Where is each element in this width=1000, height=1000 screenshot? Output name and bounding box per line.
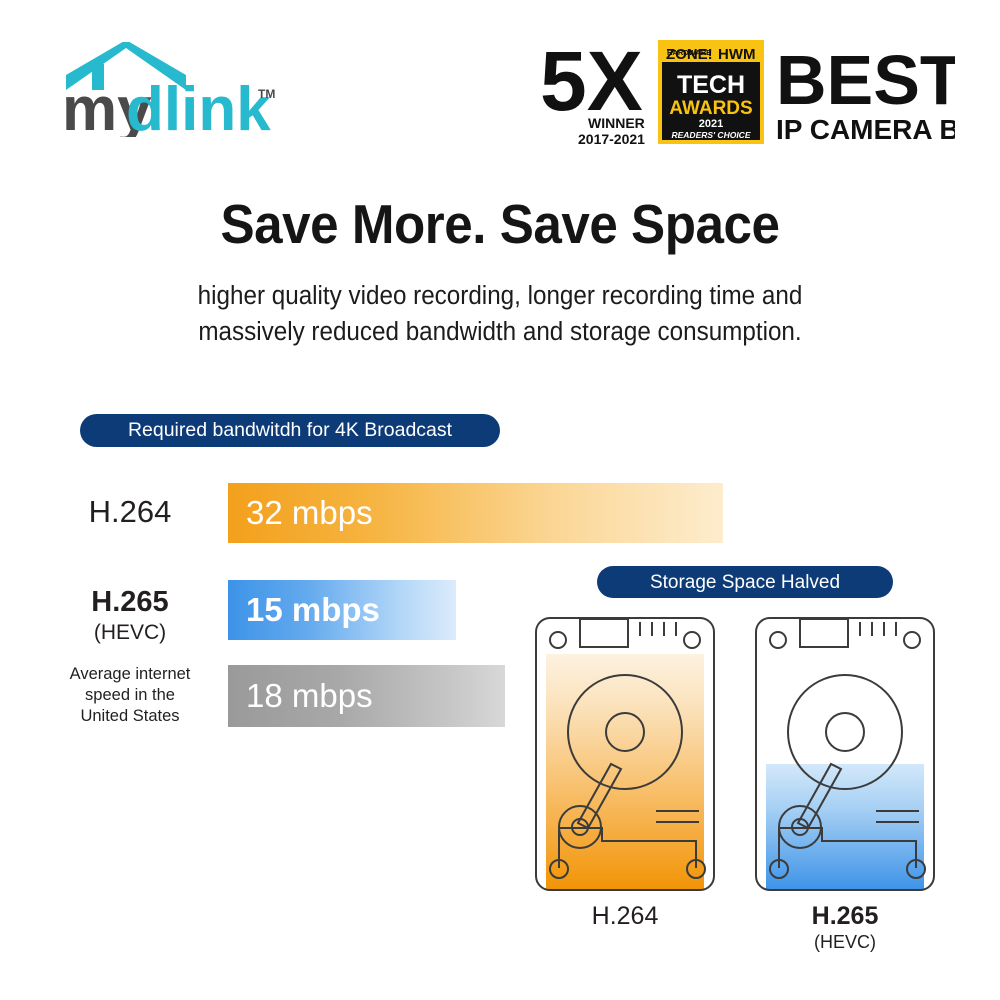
drive-actuator-arm-icon (796, 762, 843, 830)
drive-fill-h264 (546, 654, 704, 890)
award-year: 2021 (699, 118, 723, 130)
drive-top-rect (579, 618, 629, 648)
drive-detail-lines (656, 810, 699, 823)
drive-connector-pin-right (686, 859, 706, 879)
drive-caption-h264: H.264 (591, 902, 659, 930)
drive-connector-pin-left (769, 859, 789, 879)
bar-value-average: 18 mbps (246, 677, 373, 714)
drive-platter-icon (787, 674, 903, 790)
bar-category-label-h265-sub: (HEVC) (93, 621, 167, 645)
drive-caption-h265: H.265 (HEVC) (755, 901, 935, 954)
mounting-hole-left-icon (549, 631, 567, 649)
bar-category-label-h264: H.264 (88, 494, 172, 529)
page-subtitle-line-2: massively reduced bandwidth and storage … (198, 318, 802, 347)
drive-caption-h265-sub: (HEVC) (814, 932, 876, 952)
drive-detail-lines (876, 810, 919, 823)
bar-h265: 15 mbps (228, 580, 456, 640)
mounting-hole-right-icon (903, 631, 921, 649)
bar-category-label-h265-main: H.265 (91, 586, 169, 618)
awards-label: AWARDS (669, 98, 752, 119)
readers-choice-label: READERS' CHOICE (671, 130, 750, 140)
hwm-label: HWM (718, 46, 756, 63)
mounting-hole-right-icon (683, 631, 701, 649)
drive-caption-h265-main: H.265 (811, 902, 879, 930)
drive-tick-marks (859, 622, 897, 636)
drive-spindle-icon (825, 712, 865, 752)
storage-section-label: Storage Space Halved (597, 566, 893, 598)
award-winner-label: WINNER (588, 115, 645, 131)
page-title: Save More. Save Space (220, 193, 780, 255)
bar-h264: 32 mbps (228, 483, 723, 543)
drive-spindle-icon (605, 712, 645, 752)
drive-actuator-arm-icon (576, 762, 623, 830)
bar-category-label-average-line-3: United States (80, 707, 180, 726)
trademark-symbol: TM (258, 87, 275, 101)
award-multiplier: 5X (540, 38, 643, 128)
bar-category-label-average-line-1: Average internet (69, 665, 191, 683)
bandwidth-section-label: Required bandwitdh for 4K Broadcast (80, 414, 500, 447)
bar-category-label-h265: H.265 (HEVC) (40, 585, 220, 646)
tech-label: TECH (677, 71, 745, 99)
bar-value-h264: 32 mbps (246, 494, 373, 531)
drive-platter-icon (567, 674, 683, 790)
page-subtitle-line-1: higher quality video recording, longer r… (197, 282, 803, 310)
header: my dlink TM 5X WINNER 2017-2021 HARDWARE… (0, 0, 1000, 165)
mydlink-logo: my dlink TM (62, 42, 277, 137)
drive-connector-trace (558, 827, 697, 868)
bar-average-internet-speed: 18 mbps (228, 665, 505, 727)
award-badge: 5X WINNER 2017-2021 HARDWARE ZONE! HWM T… (540, 38, 955, 148)
tech-awards-box: HARDWARE ZONE! HWM TECH AWARDS 2021 READ… (658, 40, 764, 144)
drive-top-rect (799, 618, 849, 648)
house-roof-icon (66, 42, 186, 90)
award-winner-years: 2017-2021 (578, 131, 645, 147)
bar-category-label-average: Average internet speed in the United Sta… (40, 664, 220, 727)
drive-connector-pin-left (549, 859, 569, 879)
award-best-label: BEST (776, 41, 955, 119)
drive-connector-trace (778, 827, 917, 868)
mounting-hole-left-icon (769, 631, 787, 649)
drive-connector-pin-right (906, 859, 926, 879)
bar-category-label-average-line-2: speed in the (85, 686, 175, 705)
logo-word-my: my (62, 75, 152, 137)
page-subtitle: higher quality video recording, longer r… (25, 278, 975, 350)
logo-word-dlink: dlink (126, 75, 271, 137)
zone-label: ZONE! (666, 46, 713, 63)
hardware-label: HARDWARE (667, 48, 711, 57)
hard-drive-h265 (752, 614, 938, 894)
hard-drive-h264 (532, 614, 718, 894)
award-category-label: IP CAMERA BRAND (776, 114, 955, 145)
bar-value-h265: 15 mbps (246, 591, 380, 628)
drive-tick-marks (639, 622, 677, 636)
